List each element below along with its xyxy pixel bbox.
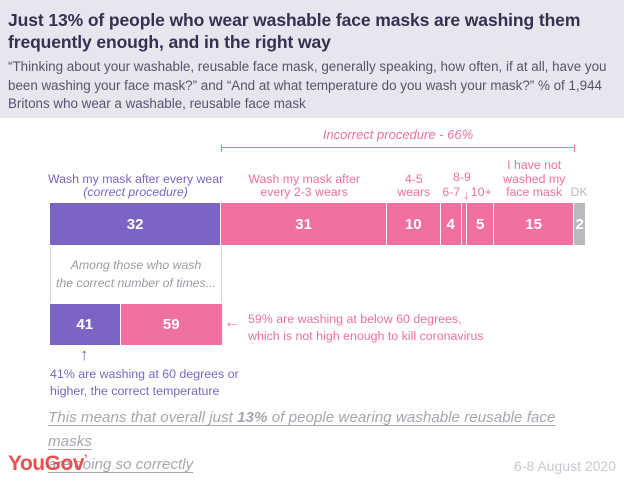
header: Just 13% of people who wear washable fac… — [0, 0, 624, 118]
left-arrow-icon: ← — [224, 314, 240, 331]
bar-segment-8-9 — [461, 203, 468, 245]
page-title: Just 13% of people who wear washable fac… — [8, 10, 581, 53]
logo-mark: ’ — [83, 452, 87, 466]
up-arrow-icon: ↑ — [80, 345, 89, 364]
label-8-9: 8-9 — [453, 170, 471, 185]
sub-bar-segment-correct-temp: 41 — [50, 304, 121, 345]
main-bar: 32 31 10 4 5 15 2 — [50, 203, 585, 245]
bar-segment-6-7: 4 — [440, 203, 462, 245]
correct-temp-note: 41% are washing at 60 degrees or higher,… — [50, 367, 239, 398]
bar-segment-2-3-wears: 31 — [221, 203, 388, 245]
bar-category-labels: Wash my mask after every wear (correct p… — [48, 155, 588, 203]
bar-segment-not-washed: 15 — [494, 203, 575, 245]
date-label: 6-8 August 2020 — [514, 458, 616, 474]
label-every-wear: Wash my mask after every wear (correct p… — [48, 171, 224, 200]
bar-segment-dk: 2 — [574, 203, 585, 245]
among-note: Among those who wash the correct number … — [50, 247, 222, 302]
label-not-washed: I have not washed my face mask — [503, 158, 566, 200]
subtitle: “Thinking about your washable, reusable … — [8, 59, 607, 111]
label-dk: DK — [570, 185, 588, 200]
label-2-3-wears: Wash my mask after every 2-3 wears — [248, 171, 360, 200]
label-4-5-wears: 4-5 wears — [397, 171, 431, 200]
sub-bar-segment-below-60: 59 — [120, 304, 222, 345]
bar-segment-4-5-wears: 10 — [387, 203, 441, 245]
label-6-7: 6-7 — [442, 185, 461, 200]
down-arrow-icon: ↓ — [462, 187, 470, 202]
yougov-logo: YouGov’ — [8, 452, 87, 475]
sub-bar: 41 59 — [50, 304, 222, 345]
incorrect-procedure-label: Incorrect procedure - 66% — [322, 127, 474, 142]
bar-segment-10-plus: 5 — [467, 203, 495, 245]
conclusion-statement: This means that overall just 13% of peop… — [48, 409, 556, 474]
below-60-note: 59% are washing at below 60 degrees, whi… — [248, 312, 484, 343]
incorrect-procedure-bracket — [221, 145, 575, 154]
bar-segment-every-wear: 32 — [50, 203, 222, 245]
label-10-plus: 10+ — [470, 185, 492, 200]
